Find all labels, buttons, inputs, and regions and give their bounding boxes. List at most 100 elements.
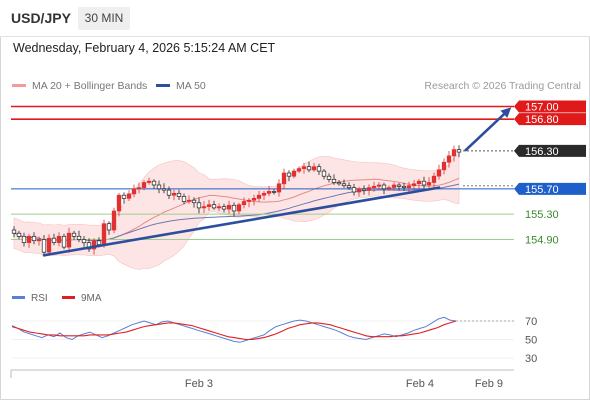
candle-body [101, 223, 107, 245]
symbol-title: USD/JPY [11, 10, 71, 26]
candle-body [96, 240, 102, 245]
candle-body [446, 155, 452, 163]
level-label-154-90: 154.90 [525, 235, 559, 247]
candle-body [171, 192, 177, 196]
candle-body [251, 197, 257, 201]
candle-body [211, 204, 217, 209]
candle-body [381, 184, 387, 190]
candle-body [296, 168, 302, 172]
price-levels [11, 105, 514, 240]
level-label-157-00-tag: 157.00 [514, 100, 586, 114]
candle-body [191, 199, 197, 204]
candle-body [256, 194, 262, 199]
candle-body [271, 191, 277, 193]
candle-body [46, 237, 52, 253]
rsi-line [11, 316, 457, 343]
candle-body [16, 232, 22, 237]
candle-body [146, 180, 152, 183]
indicator-lines [13, 177, 460, 242]
legend-bollinger[interactable]: MA 20 + Bollinger Bands [12, 80, 147, 92]
rsi-tick-50: 50 [525, 335, 537, 347]
level-label-156-80: 156.80 [525, 114, 559, 126]
candle-body [431, 175, 437, 183]
candle-body [456, 149, 462, 153]
candle-body [386, 187, 392, 190]
bollinger-band-area [13, 152, 460, 270]
rsi-tick-30: 30 [525, 353, 537, 365]
trendline-group [42, 107, 512, 257]
candle-body [401, 185, 407, 188]
candle-body [266, 191, 272, 194]
projection-arrow-head [500, 107, 512, 118]
level-label-156-30: 156.30 [525, 146, 559, 158]
candle-body [331, 178, 337, 183]
candle-body [56, 235, 62, 243]
candle-body [371, 185, 377, 188]
candlesticks [11, 145, 462, 255]
legend-ma50-swatch [156, 83, 170, 87]
candle-body [36, 239, 42, 242]
bollinger-band [13, 152, 460, 270]
legend-rsi-swatch [12, 295, 25, 299]
candle-body [176, 192, 182, 197]
credit-text: Research © 2026 Trading Central [424, 80, 581, 92]
x-tick-label-feb-4: Feb 4 [406, 378, 434, 390]
legend-rsi-ma[interactable]: 9MA [62, 293, 102, 304]
candle-body [406, 185, 412, 188]
legend-bollinger-label: MA 20 + Bollinger Bands [32, 80, 148, 92]
candle-body [116, 194, 122, 212]
candle-body [391, 184, 397, 188]
candle-body [121, 194, 127, 199]
candle-body [226, 204, 232, 210]
candle-body [166, 189, 172, 196]
candle-body [301, 166, 307, 169]
candle-body [366, 187, 372, 191]
candle-body [26, 235, 32, 243]
candle-body [206, 204, 212, 207]
candle-body [356, 188, 362, 193]
legend-rsi[interactable]: RSI [12, 293, 48, 304]
candle-body [231, 204, 237, 212]
level-label-156-30-tag: 156.30 [514, 144, 586, 158]
level-label-156-80-tag-bg [514, 113, 586, 126]
candle-body [186, 199, 192, 202]
level-label-157-00: 157.00 [525, 102, 559, 114]
level-label-156-80-tag: 156.80 [514, 113, 586, 126]
rsi-tick-70: 70 [525, 316, 537, 328]
timeframe-button[interactable]: 30 MIN [78, 7, 130, 30]
candle-body [341, 183, 347, 187]
x-axis: Feb 3 Feb 4 Feb 9 [10, 369, 514, 390]
legend-bollinger-swatch [12, 83, 26, 87]
candle-body [91, 240, 97, 250]
legend-rsi-label: RSI [31, 293, 48, 304]
candle-body [416, 180, 422, 185]
legend-rsi-ma-label: 9MA [81, 293, 102, 304]
candle-body [126, 193, 132, 199]
candle-body [376, 184, 382, 187]
candle-body [286, 172, 292, 177]
candle-body [41, 239, 47, 253]
candle-body [196, 202, 202, 209]
candle-body [76, 235, 82, 240]
level-label-155-70: 155.70 [525, 184, 559, 196]
candle-body [161, 188, 167, 191]
candle-body [181, 196, 187, 202]
candle-body [346, 185, 352, 188]
candle-body [111, 210, 117, 231]
candle-body [411, 183, 417, 187]
rsi-ma-line [11, 320, 457, 341]
legend-ma50[interactable]: MA 50 [156, 80, 206, 92]
ma50-line [13, 183, 460, 242]
candle-body [261, 192, 267, 196]
candle-body [421, 180, 427, 186]
candle-body [436, 169, 442, 177]
legend-rsi-ma-swatch [62, 295, 75, 299]
candle-body [441, 161, 447, 171]
candle-body [156, 184, 162, 190]
level-label-155-70-tag-bg [514, 182, 586, 195]
level-label-157-00-tag-bg [514, 100, 586, 113]
trendline [42, 186, 441, 257]
candle-body [451, 149, 457, 157]
